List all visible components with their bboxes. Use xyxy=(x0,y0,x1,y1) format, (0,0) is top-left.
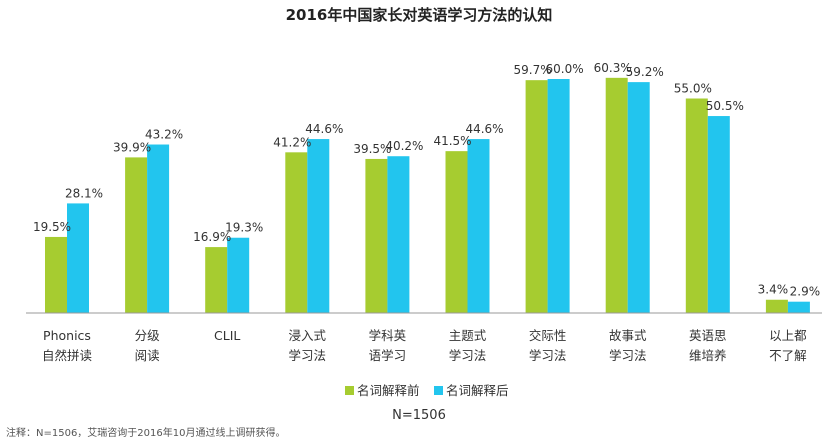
category-label-7-0: 故事式 xyxy=(609,328,647,343)
bar-before-8 xyxy=(685,98,708,313)
bar-after-1 xyxy=(147,144,170,313)
bar-before-7 xyxy=(605,77,628,313)
value-label-before-2: 16.9% xyxy=(193,230,231,244)
bar-before-9 xyxy=(765,299,788,313)
bars-group xyxy=(45,77,810,314)
value-label-before-6: 59.7% xyxy=(514,63,552,77)
bar-after-2 xyxy=(227,237,250,313)
footnote: 注释：N=1506，艾瑞咨询于2016年10月通过线上调研获得。 xyxy=(6,426,285,439)
bar-before-2 xyxy=(205,247,228,313)
category-label-6-0: 交际性 xyxy=(529,328,567,343)
category-label-8-0: 英语思 xyxy=(689,328,727,343)
category-label-9-0: 以上都 xyxy=(769,328,807,343)
value-label-before-3: 41.2% xyxy=(273,135,311,149)
category-label-7-1: 学习法 xyxy=(609,348,647,363)
value-labels-group: 19.5%28.1%39.9%43.2%16.9%19.3%41.2%44.6%… xyxy=(33,61,820,299)
category-label-6-1: 学习法 xyxy=(529,348,567,363)
value-label-before-5: 41.5% xyxy=(433,134,471,148)
bar-after-5 xyxy=(467,139,490,313)
value-label-after-6: 60.0% xyxy=(546,62,584,76)
category-label-1-0: 分级 xyxy=(135,328,161,343)
chart-title: 2016年中国家长对英语学习方法的认知 xyxy=(286,6,553,24)
legend-swatch-before xyxy=(345,386,354,395)
legend-swatch-after xyxy=(434,386,443,395)
bar-before-1 xyxy=(125,157,148,313)
bar-after-7 xyxy=(627,82,650,314)
value-label-after-2: 19.3% xyxy=(225,221,263,235)
value-label-after-8: 50.5% xyxy=(706,99,744,113)
bar-after-8 xyxy=(707,116,730,313)
bar-after-9 xyxy=(787,301,810,313)
value-label-after-0: 28.1% xyxy=(65,186,103,200)
bar-before-3 xyxy=(285,152,308,313)
bar-after-0 xyxy=(67,203,89,313)
value-label-after-4: 40.2% xyxy=(385,139,423,153)
category-label-4-0: 学科英 xyxy=(369,328,407,343)
category-label-5-1: 学习法 xyxy=(449,348,487,363)
category-label-3-0: 浸入式 xyxy=(289,328,327,343)
category-label-5-0: 主题式 xyxy=(449,328,487,343)
bar-before-0 xyxy=(45,236,67,313)
category-label-1-1: 阅读 xyxy=(135,348,160,363)
value-label-after-5: 44.6% xyxy=(465,122,503,136)
bar-before-4 xyxy=(365,158,388,313)
value-label-before-7: 60.3% xyxy=(594,61,632,75)
category-label-3-1: 学习法 xyxy=(289,348,327,363)
category-label-0-1: 自然拼读 xyxy=(42,348,92,363)
value-label-before-8: 55.0% xyxy=(674,82,712,96)
bar-after-6 xyxy=(547,79,570,313)
category-label-9-1: 不了解 xyxy=(769,348,807,363)
category-label-8-1: 维培养 xyxy=(689,348,727,363)
bar-after-3 xyxy=(307,139,330,313)
legend-label-before: 名词解释前 xyxy=(357,383,420,398)
legend-label-after: 名词解释后 xyxy=(446,383,509,398)
value-label-after-7: 59.2% xyxy=(626,65,664,79)
value-label-after-3: 44.6% xyxy=(305,122,343,136)
category-label-4-1: 语学习 xyxy=(369,348,407,363)
sample-size-label: N=1506 xyxy=(392,408,446,423)
legend: 名词解释前 名词解释后 xyxy=(345,383,509,398)
bar-after-4 xyxy=(387,156,410,313)
value-label-after-1: 43.2% xyxy=(145,128,183,142)
bar-before-5 xyxy=(445,151,468,313)
category-label-0-0: Phonics xyxy=(43,328,91,343)
value-label-after-9: 2.9% xyxy=(790,285,821,299)
category-label-2-0: CLIL xyxy=(214,328,240,343)
value-label-before-1: 39.9% xyxy=(113,140,151,154)
bar-before-6 xyxy=(525,80,548,313)
value-label-before-4: 39.5% xyxy=(353,142,391,156)
value-label-before-9: 3.4% xyxy=(758,283,789,297)
value-label-before-0: 19.5% xyxy=(33,220,71,234)
